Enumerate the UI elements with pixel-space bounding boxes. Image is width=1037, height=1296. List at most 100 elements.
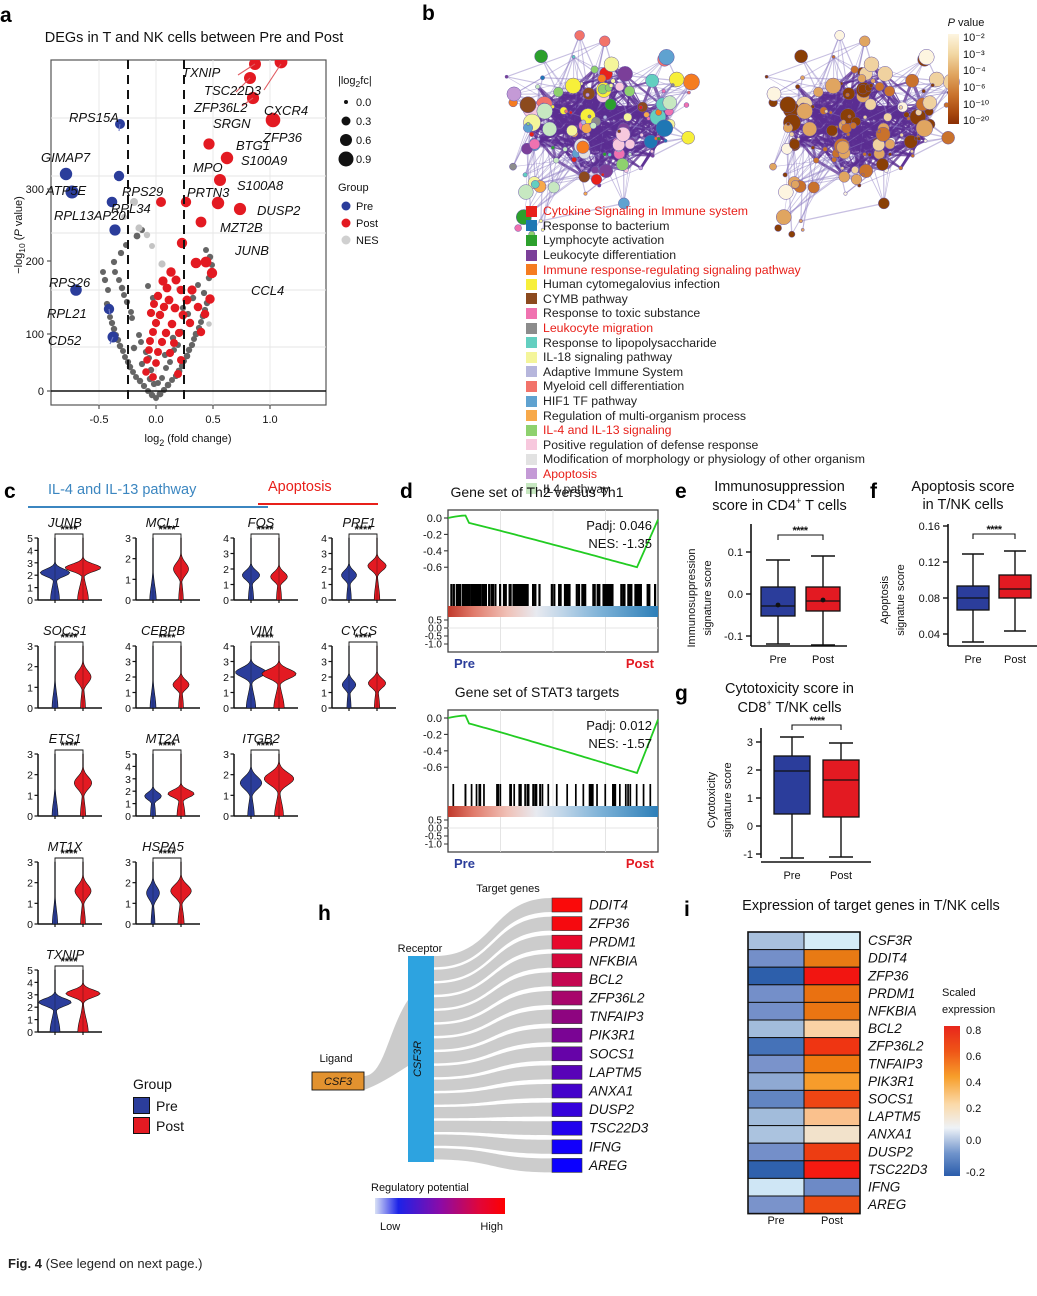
pathway-color-swatch [526, 366, 537, 378]
violin-sig-bracket [54, 749, 84, 754]
ligand-node[interactable] [311, 1071, 365, 1091]
sankey-target-node[interactable] [551, 916, 583, 931]
sankey-target-node[interactable] [551, 1027, 583, 1043]
pathway-legend-label: Leukocyte migration [543, 321, 654, 336]
sankey-target-node[interactable] [551, 1158, 583, 1173]
pathway-legend-item[interactable]: Lymphocyte activation [526, 233, 865, 248]
violin-ytick: 1 [125, 574, 131, 586]
heatmap-cell-pre[interactable] [747, 984, 805, 1003]
pathway-legend-item[interactable]: CYMB pathway [526, 292, 865, 307]
heatmap-cell-post[interactable] [803, 1072, 861, 1091]
heatmap-cell-post[interactable] [803, 1037, 861, 1056]
heatmap-cell-post[interactable] [803, 1019, 861, 1039]
pathway-legend-item[interactable]: Immune response-regulating signaling pat… [526, 262, 865, 277]
ligand-header: Ligand [319, 1053, 352, 1065]
violin-ytick: 0 [27, 811, 33, 823]
heatmap-cell-pre[interactable] [747, 1054, 805, 1074]
panel-g-svg: Cytotoxicity signature score 3 2 1 0 -1 [706, 715, 871, 882]
sankey-target-node[interactable] [551, 897, 583, 913]
pathway-legend-item[interactable]: Adaptive Immune System [526, 365, 865, 380]
sankey-target-node[interactable] [551, 953, 583, 969]
pathway-legend-item[interactable]: Response to toxic substance [526, 306, 865, 321]
heatmap-row-label: PIK3R1 [868, 1074, 915, 1089]
heatmap-cell-post[interactable] [803, 1107, 861, 1127]
pathway-legend-item[interactable]: Myeloid cell differentiation [526, 379, 865, 394]
sankey-target-node[interactable] [551, 1065, 583, 1080]
sankey-target-node[interactable] [551, 1120, 583, 1136]
svg-text:ATP5E: ATP5E [45, 183, 87, 198]
violin-significance: **** [60, 956, 78, 968]
heatmap-cell-post[interactable] [803, 984, 861, 1003]
pathway-legend-item[interactable]: Apoptosis [526, 467, 865, 482]
heatmap-cell-post[interactable] [803, 966, 861, 986]
pathway-legend-item[interactable]: Regulation of multi-organism process [526, 408, 865, 423]
heatmap-cell-pre[interactable] [747, 949, 805, 968]
pathway-legend-item[interactable]: IL4 pathway [526, 481, 865, 496]
heatmap-cell-pre[interactable] [747, 966, 805, 986]
pathway-legend-item[interactable]: HIF1 TF pathway [526, 394, 865, 409]
heatmap-cell-pre[interactable] [747, 1072, 805, 1091]
sankey-target-node[interactable] [551, 1139, 583, 1155]
heatmap-cell-pre[interactable] [747, 1001, 805, 1021]
heatmap-cell-post[interactable] [803, 1001, 861, 1021]
heatmap-cell-pre[interactable] [747, 1089, 805, 1109]
sankey-target-node[interactable] [551, 972, 583, 987]
pathway-legend-item[interactable]: IL-18 signaling pathway [526, 350, 865, 365]
panel-c-header-il4: IL-4 and IL-13 pathway [48, 482, 197, 498]
violin-gene-name: HSPA5 [142, 839, 184, 854]
pathway-legend-item[interactable]: Response to bacterium [526, 219, 865, 234]
panel-e-title: Immunosuppression score in CD4+ T cells [697, 478, 862, 515]
svg-text:0.0: 0.0 [966, 1135, 981, 1147]
violin-significance: **** [158, 740, 176, 752]
sankey-target-node[interactable] [551, 1083, 583, 1099]
gsea-ytick-top: -0.2 [423, 729, 442, 741]
sankey-target-node[interactable] [551, 934, 583, 950]
heatmap-cell-post[interactable] [803, 1089, 861, 1109]
heatmap-cell-post[interactable] [803, 1142, 861, 1162]
heatmap-cell-post[interactable] [803, 1160, 861, 1179]
heatmap-cell-pre[interactable] [747, 1142, 805, 1162]
panel-g-letter: g [675, 682, 688, 705]
svg-text:10⁻¹⁰: 10⁻¹⁰ [963, 99, 990, 111]
receptor-node[interactable] [408, 956, 434, 1162]
heatmap-cell-post[interactable] [803, 1195, 861, 1215]
heatmap-cell-pre[interactable] [747, 1019, 805, 1039]
pathway-legend-item[interactable]: Response to lipopolysaccharide [526, 335, 865, 350]
pathway-legend-item[interactable]: Leukocyte migration [526, 321, 865, 336]
pathway-legend-item[interactable]: Positive regulation of defense response [526, 438, 865, 453]
heatmap-cell-pre[interactable] [747, 1160, 805, 1179]
sankey-target-label: IFNG [589, 1139, 621, 1154]
heatmap-cell-pre[interactable] [747, 931, 805, 951]
gsea-xlabel-post: Post [626, 656, 655, 671]
heatmap-cell-post[interactable] [803, 1177, 861, 1197]
volcano-size-legend: 0.0 0.3 0.6 0.9 [338, 97, 371, 167]
heatmap-cell-pre[interactable] [747, 1107, 805, 1127]
sankey-target-node[interactable] [551, 1102, 583, 1117]
heatmap-cell-post[interactable] [803, 931, 861, 951]
svg-text:-0.5: -0.5 [90, 414, 109, 426]
sankey-target-node[interactable] [551, 1009, 583, 1024]
heatmap-cell-pre[interactable] [747, 1177, 805, 1197]
sankey-target-node[interactable] [551, 1046, 583, 1062]
violin-ytick: 2 [27, 770, 33, 782]
pathway-legend-item[interactable]: Human cytomegalovius infection [526, 277, 865, 292]
heatmap-cell-post[interactable] [803, 1125, 861, 1144]
panel-e-ylabel-1: Immunosuppression [686, 548, 698, 647]
pathway-legend-item[interactable]: IL-4 and IL-13 signaling [526, 423, 865, 438]
pathway-legend-item[interactable]: Cytokine Signaling in Immune system [526, 204, 865, 219]
heatmap-cell-pre[interactable] [747, 1037, 805, 1056]
violin-sig-bracket [348, 533, 378, 538]
pathway-legend-item[interactable]: Modification of morphology or physiology… [526, 452, 865, 467]
panel-f-boxplot: f Apoptosis score in T/NK cells Apoptosi… [870, 478, 1037, 678]
svg-text:Post: Post [1004, 654, 1026, 666]
panel-f-xticklabels: Pre Post [964, 654, 1026, 666]
svg-text:-0.2: -0.2 [966, 1167, 985, 1179]
svg-text:RPL34: RPL34 [111, 201, 151, 216]
heatmap-cell-pre[interactable] [747, 1195, 805, 1215]
sankey-link [434, 953, 552, 1009]
heatmap-cell-pre[interactable] [747, 1125, 805, 1144]
pathway-legend-item[interactable]: Leukocyte differentiation [526, 248, 865, 263]
sankey-target-node[interactable] [551, 990, 583, 1006]
heatmap-cell-post[interactable] [803, 949, 861, 968]
heatmap-cell-post[interactable] [803, 1054, 861, 1074]
